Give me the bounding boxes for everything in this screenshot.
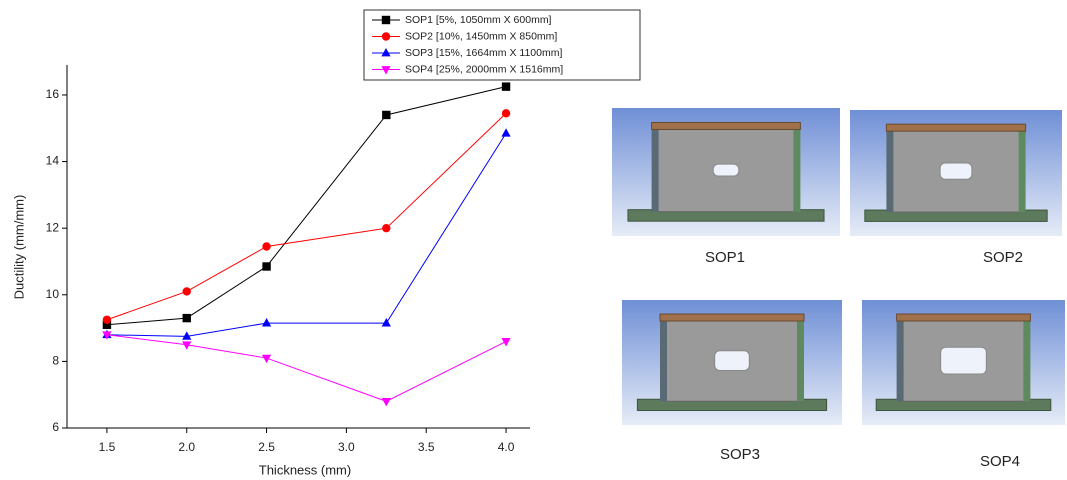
column <box>1023 317 1031 402</box>
marker <box>381 47 391 57</box>
x-tick-label: 3.0 <box>338 440 355 454</box>
marker <box>381 318 391 327</box>
y-tick-label: 12 <box>46 220 60 234</box>
marker <box>102 315 112 324</box>
x-axis-label: Thickness (mm) <box>259 462 351 477</box>
panel-label: SOP2 <box>983 249 1023 266</box>
legend-label: SOP2 [10%, 1450mm X 850mm] <box>405 30 557 42</box>
x-tick-label: 3.5 <box>418 440 435 454</box>
legend-label: SOP3 [15%, 1664mm X 1100mm] <box>405 47 562 59</box>
marker <box>262 262 271 271</box>
y-tick-label: 8 <box>52 354 59 368</box>
legend-label: SOP1 [5%, 1050mm X 600mm] <box>405 14 552 26</box>
legend-box <box>363 9 641 81</box>
panel-label: SOP3 <box>720 446 760 463</box>
marker <box>182 313 191 323</box>
marker <box>501 338 511 347</box>
marker <box>381 66 391 75</box>
legend: SOP1 [5%, 1050mm X 600mm] SOP2 [10%, 1450… <box>372 14 563 75</box>
panel-label: SOP4 <box>980 453 1020 470</box>
x-tick-label: 2.0 <box>178 440 195 454</box>
marker <box>102 331 112 340</box>
y-tick-label: 10 <box>46 287 60 301</box>
beam <box>659 313 805 322</box>
y-tick-label: 14 <box>46 154 60 168</box>
x-tick-label: 4.0 <box>498 440 515 454</box>
column <box>651 125 659 212</box>
y-axis-label: Ductility (mm/mm) <box>11 195 26 300</box>
beam <box>885 123 1027 132</box>
column <box>660 317 667 402</box>
marker <box>381 32 391 41</box>
column <box>1018 127 1026 213</box>
marker <box>501 109 511 118</box>
marker <box>261 354 272 364</box>
x-tick-label: 2.5 <box>258 440 275 454</box>
marker <box>381 15 391 25</box>
opening <box>712 163 740 177</box>
marker <box>102 320 112 329</box>
marker <box>261 318 272 327</box>
marker <box>382 223 391 233</box>
column <box>797 317 804 402</box>
marker <box>501 82 511 91</box>
marker <box>501 128 511 137</box>
column <box>793 125 801 212</box>
marker <box>382 110 391 120</box>
marker <box>182 331 192 340</box>
column <box>886 127 894 213</box>
marker <box>381 397 391 407</box>
y-tick-label: 6 <box>52 420 59 434</box>
marker <box>182 287 191 296</box>
marker <box>262 242 271 251</box>
series-line <box>106 133 507 337</box>
panel-label: SOP1 <box>705 249 745 266</box>
marker <box>182 341 192 350</box>
panels: SOP1 SOP2 SOP3 SOP4 <box>612 108 1065 470</box>
legend-label: SOP4 [25%, 2000mm X 1516mm] <box>405 63 563 75</box>
series-line <box>106 334 507 402</box>
opening <box>714 350 750 371</box>
opening <box>940 346 987 375</box>
opening <box>939 162 973 180</box>
beam <box>651 121 801 130</box>
y-tick-label: 16 <box>46 87 60 101</box>
column <box>896 317 904 402</box>
series-line <box>106 86 507 326</box>
x-tick-label: 1.5 <box>99 440 116 454</box>
beam <box>896 313 1031 322</box>
